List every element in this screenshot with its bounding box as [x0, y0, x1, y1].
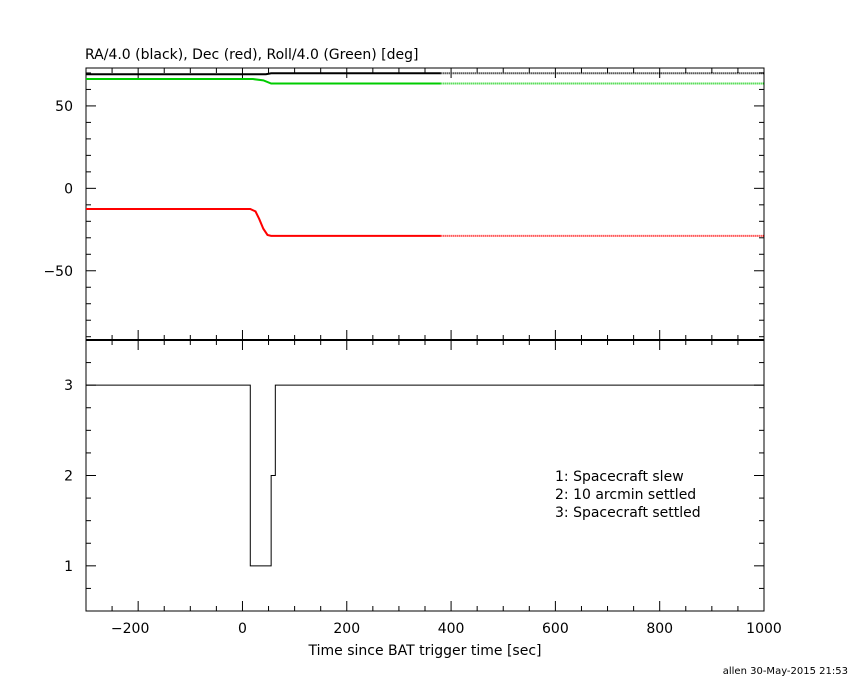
top-panel: RA/4.0 (black), Dec (red), Roll/4.0 (Gre… — [43, 47, 765, 341]
legend-box: 1: Spacecraft slew 2: 10 arcmin settled … — [555, 469, 701, 521]
top-panel-frame — [85, 67, 765, 341]
bottom-y-tick-label: 1 — [64, 559, 73, 575]
bottom-y-tick-label: 2 — [64, 469, 73, 485]
legend-item-2: 2: 10 arcmin settled — [555, 487, 696, 503]
top-series-1-line — [86, 78, 441, 85]
x-tick-label: −200 — [111, 621, 149, 637]
bottom-y-tick-label: 3 — [64, 378, 73, 394]
top-y-tick-label: 50 — [55, 99, 73, 115]
top-panel-ticks: −50 0 50 — [43, 68, 765, 340]
bottom-panel: −200 0 200 400 600 800 1000 1 2 3 Time since BAT … — [64, 339, 782, 659]
legend-item-3: 3: Spacecraft settled — [555, 505, 701, 521]
top-panel-series — [86, 72, 764, 237]
top-series-2-line — [86, 207, 441, 237]
top-panel-title: RA/4.0 (black), Dec (red), Roll/4.0 (Gre… — [85, 47, 418, 63]
x-tick-label: 800 — [646, 621, 673, 637]
legend-item-1: 1: Spacecraft slew — [555, 469, 684, 485]
x-tick-label: 1000 — [746, 621, 782, 637]
x-tick-label: 400 — [438, 621, 465, 637]
top-y-tick-label: 0 — [64, 181, 73, 197]
x-axis-label: Time since BAT trigger time [sec] — [308, 643, 542, 659]
x-tick-label: 0 — [238, 621, 247, 637]
x-tick-label: 600 — [542, 621, 569, 637]
bottom-panel-series — [86, 384, 764, 567]
footer-credit: allen 30-May-2015 21:53 — [723, 666, 848, 677]
top-y-tick-label: −50 — [43, 264, 73, 280]
bottom-series-0-line — [86, 384, 764, 567]
top-series-0-line — [86, 72, 441, 76]
x-tick-label: 200 — [333, 621, 360, 637]
